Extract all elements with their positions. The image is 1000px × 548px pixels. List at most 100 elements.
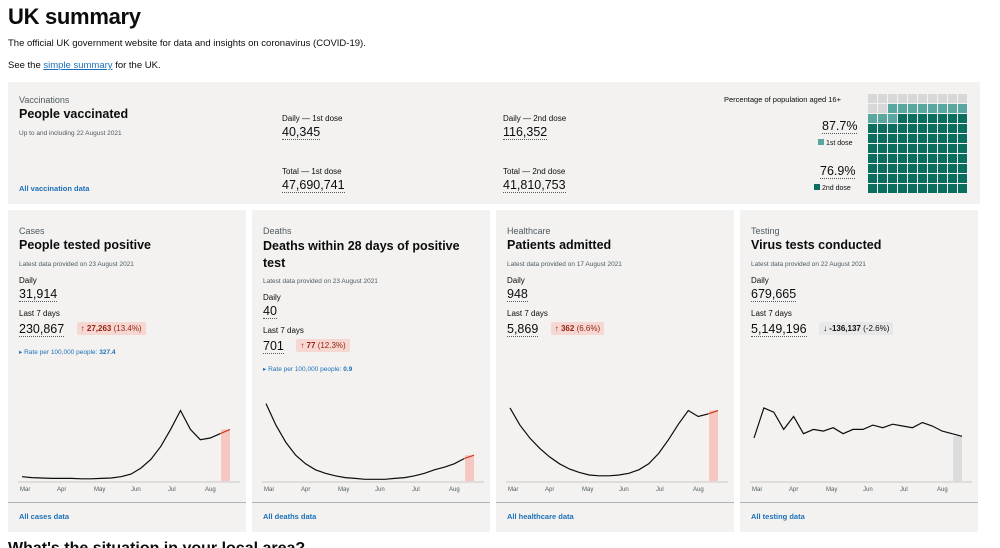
simple-summary-link[interactable]: simple summary <box>43 60 113 71</box>
deaths-trend-line <box>265 403 465 480</box>
daily-first-dose: Daily — 1st dose 40,345 <box>282 114 342 141</box>
healthcare-last-7-days-band <box>709 410 718 481</box>
healthcare-sparkline <box>506 407 728 483</box>
daily-first-dose-value[interactable]: 40,345 <box>282 125 321 140</box>
waffle-cell <box>898 114 907 123</box>
testing-change-value: -136,137 <box>829 324 861 333</box>
waffle-cell <box>888 184 897 193</box>
waffle-cell <box>888 104 897 113</box>
healthcare-month-label: Jun <box>619 487 629 493</box>
first-dose-percentage: 87.7% <box>822 117 858 135</box>
all-healthcare-data-link[interactable]: All healthcare data <box>507 512 574 521</box>
waffle-cell <box>958 164 967 173</box>
waffle-cell <box>928 154 937 163</box>
cases-month-label: Apr <box>57 487 67 493</box>
cases-month-label: May <box>94 487 106 493</box>
waffle-cell <box>958 184 967 193</box>
waffle-cell <box>918 144 927 153</box>
triangle-right-icon: ▸ <box>263 366 267 373</box>
deaths-rate[interactable]: ▸ Rate per 100,000 people: 0.9 <box>263 365 352 373</box>
waffle-cell <box>948 164 957 173</box>
waffle-cell <box>948 134 957 143</box>
testing-month-label: Aug <box>937 487 948 493</box>
waffle-cell <box>948 104 957 113</box>
deaths-month-label: May <box>338 487 350 493</box>
waffle-cell <box>888 174 897 183</box>
daily-second-dose-label: Daily — 2nd dose <box>503 114 567 123</box>
waffle-cell <box>878 104 887 113</box>
waffle-cell <box>938 144 947 153</box>
deaths-daily-value[interactable]: 40 <box>263 304 277 319</box>
cases-footer: All cases data <box>8 502 246 532</box>
waffle-cell <box>898 124 907 133</box>
testing-daily-value[interactable]: 679,665 <box>751 287 797 302</box>
intro-text: The official UK government website for d… <box>8 38 366 49</box>
testing-week-value[interactable]: 5,149,196 <box>751 322 807 337</box>
waffle-cell <box>898 94 907 103</box>
cases-daily-value[interactable]: 31,914 <box>19 287 58 302</box>
deaths-month-label: Apr <box>301 487 311 493</box>
vaccinations-meta: Up to and including 22 August 2021 <box>19 130 122 137</box>
cases-week-row: 230,867 ↑ 27,263 (13.4%) <box>19 320 146 338</box>
deaths-change-value: 77 <box>306 341 316 350</box>
deaths-week-label: Last 7 days <box>263 326 304 335</box>
cases-daily-label: Daily <box>19 276 37 285</box>
waffle-cell <box>868 144 877 153</box>
daily-second-dose-value[interactable]: 116,352 <box>503 125 548 140</box>
healthcare-change-pct: (6.6%) <box>576 324 601 333</box>
triangle-right-icon: ▸ <box>19 349 23 356</box>
testing-trend-line <box>753 407 953 439</box>
first-dose-pct-value[interactable]: 87.7% <box>822 119 858 134</box>
waffle-cell <box>888 164 897 173</box>
waffle-cell <box>918 184 927 193</box>
waffle-cell <box>868 134 877 143</box>
waffle-cell <box>918 174 927 183</box>
waffle-cell <box>908 154 917 163</box>
cases-sparkline <box>18 409 240 483</box>
healthcare-month-label: Jul <box>656 487 664 493</box>
cases-caption: Cases <box>19 226 45 236</box>
waffle-cell <box>868 164 877 173</box>
page-title: UK summary <box>8 4 141 29</box>
waffle-cell <box>958 134 967 143</box>
cases-month-label: Aug <box>205 487 216 493</box>
waffle-cell <box>928 184 937 193</box>
waffle-cell <box>928 164 937 173</box>
healthcare-week-value[interactable]: 5,869 <box>507 322 539 337</box>
deaths-month-label: Jun <box>375 487 385 493</box>
total-second-dose-value[interactable]: 41,810,753 <box>503 178 566 193</box>
all-deaths-data-link[interactable]: All deaths data <box>263 512 317 521</box>
waffle-cell <box>878 124 887 133</box>
cases-month-label: Jul <box>168 487 176 493</box>
deaths-week-value[interactable]: 701 <box>263 339 284 354</box>
second-dose-pct-value[interactable]: 76.9% <box>820 164 856 179</box>
waffle-cell <box>918 104 927 113</box>
cases-rate[interactable]: ▸ Rate per 100,000 people: 327.4 <box>19 348 116 356</box>
total-first-dose: Total — 1st dose 47,690,741 <box>282 167 345 194</box>
waffle-cell <box>878 154 887 163</box>
cases-change-badge: ↑ 27,263 (13.4%) <box>76 322 146 335</box>
cases-week-label: Last 7 days <box>19 309 60 318</box>
waffle-cell <box>918 154 927 163</box>
testing-month-label: Jun <box>863 487 873 493</box>
testing-month-label: May <box>826 487 838 493</box>
testing-card: Testing Virus tests conducted Latest dat… <box>740 210 978 532</box>
healthcare-daily-value[interactable]: 948 <box>507 287 528 302</box>
total-first-dose-value[interactable]: 47,690,741 <box>282 178 345 193</box>
waffle-cell <box>928 124 937 133</box>
all-vaccination-data-link[interactable]: All vaccination data <box>19 184 90 193</box>
second-dose-percentage: 76.9% <box>820 162 856 180</box>
waffle-cell <box>878 114 887 123</box>
deaths-change-pct: (12.3%) <box>317 341 346 350</box>
vaccinations-caption: Vaccinations <box>19 95 70 105</box>
waffle-cell <box>888 114 897 123</box>
all-cases-data-link[interactable]: All cases data <box>19 512 70 521</box>
waffle-cell <box>938 154 947 163</box>
healthcare-change-badge: ↑ 362 (6.6%) <box>550 322 605 335</box>
cases-week-value[interactable]: 230,867 <box>19 322 65 337</box>
cases-rate-value: 327.4 <box>99 349 116 356</box>
total-second-dose: Total — 2nd dose 41,810,753 <box>503 167 566 194</box>
all-testing-data-link[interactable]: All testing data <box>751 512 805 521</box>
healthcare-month-label: Apr <box>545 487 555 493</box>
testing-week-label: Last 7 days <box>751 309 792 318</box>
